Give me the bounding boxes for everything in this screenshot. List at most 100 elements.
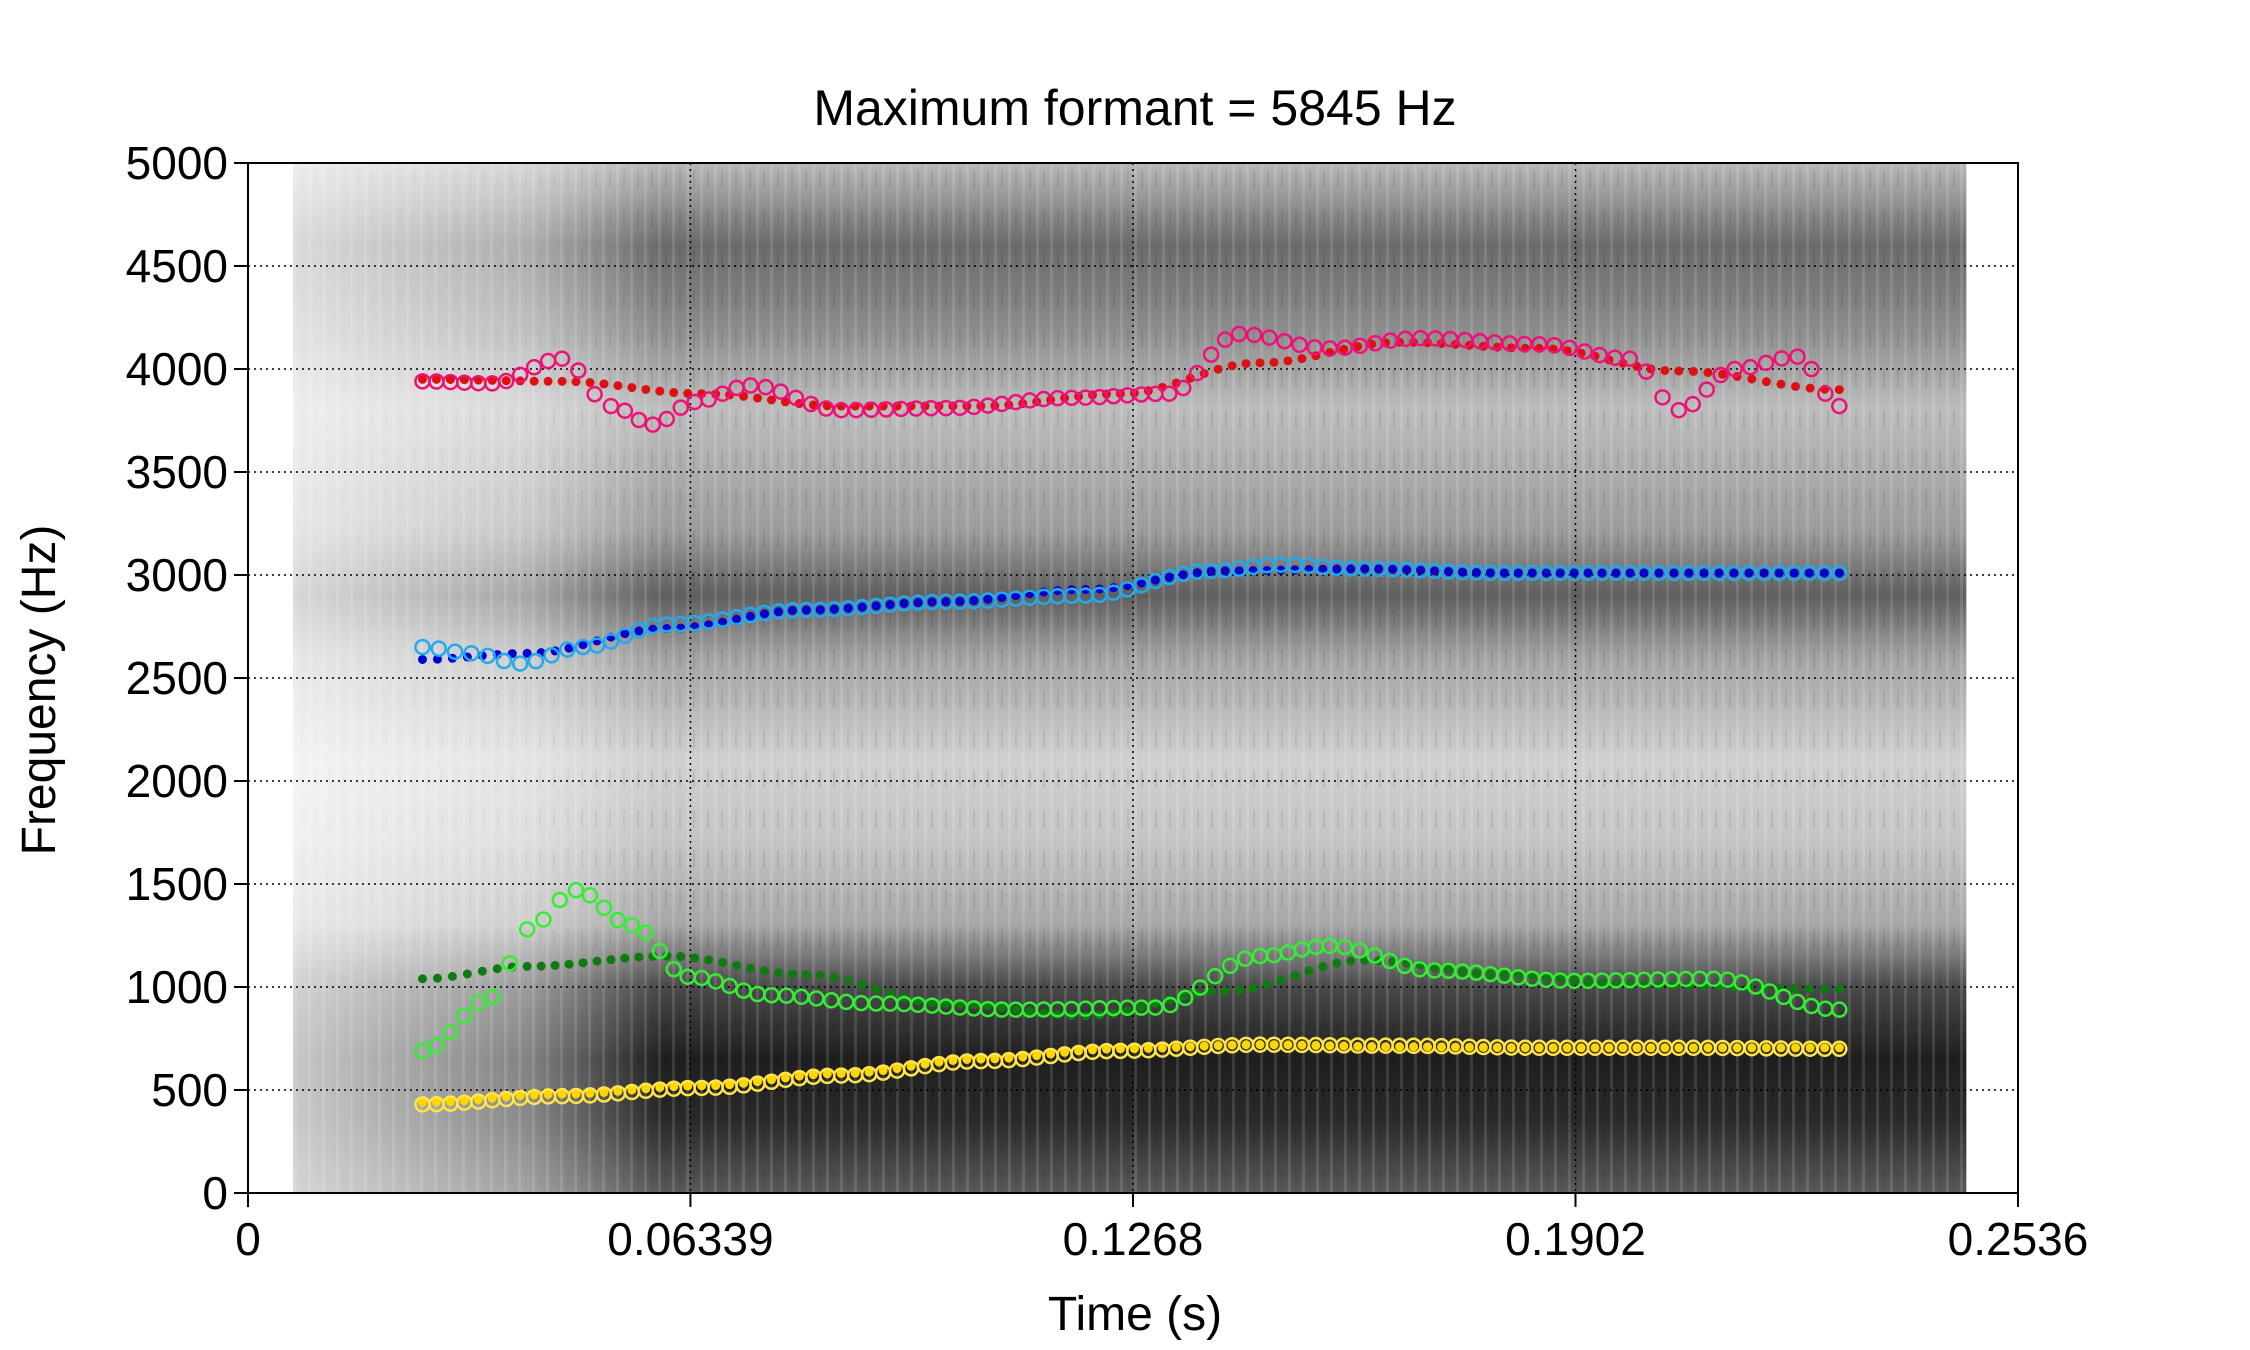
- formant-dot: [1703, 1043, 1713, 1053]
- formant-dot: [501, 1092, 511, 1102]
- formant-dot: [634, 626, 644, 636]
- formant-dot: [1381, 1042, 1391, 1052]
- y-tick-label: 3000: [126, 549, 228, 601]
- formant-dot: [829, 604, 839, 614]
- formant-dot: [1457, 567, 1467, 577]
- formant-dot: [1318, 564, 1328, 574]
- formant-circle: [428, 1037, 445, 1054]
- formant-circle: [1336, 339, 1354, 356]
- formant-dot: [1032, 1051, 1042, 1061]
- formant-dot: [1297, 354, 1307, 364]
- formant-series-7: [414, 325, 1848, 433]
- formant-circle: [1366, 335, 1384, 352]
- formant-dot: [1255, 358, 1265, 368]
- formant-dot: [417, 374, 427, 384]
- formant-dot: [431, 1097, 441, 1107]
- formant-circle: [721, 977, 738, 995]
- formant-dot: [1555, 973, 1565, 983]
- formant-circle: [714, 385, 731, 402]
- y-tick-label: 3500: [126, 446, 228, 498]
- formant-dot: [1492, 1043, 1502, 1053]
- chart-title: Maximum formant = 5845 Hz: [813, 80, 1456, 136]
- formant-dot: [1513, 970, 1523, 980]
- formant-circle: [1162, 996, 1179, 1014]
- formant-dot: [477, 966, 487, 976]
- formant-dot: [1774, 568, 1784, 578]
- formant-series-5: [414, 556, 1848, 672]
- formant-circle: [414, 1042, 431, 1060]
- formant-dot: [1388, 564, 1398, 574]
- formant-circle: [637, 924, 655, 941]
- formant-dot: [1129, 1044, 1139, 1054]
- formant-circle: [1276, 332, 1293, 350]
- formant-circle: [1396, 957, 1413, 975]
- formant-dot: [934, 1057, 944, 1067]
- formant-dot: [571, 1089, 581, 1099]
- formant-dot: [1747, 1043, 1757, 1053]
- formant-dot: [1046, 1049, 1056, 1059]
- formant-dot: [997, 1003, 1007, 1013]
- formant-dot: [1283, 1040, 1293, 1050]
- formant-circle: [595, 899, 613, 916]
- formant-dot: [462, 969, 472, 979]
- formant-dot: [1485, 969, 1495, 979]
- formant-circle: [442, 1024, 459, 1041]
- formant-dot: [1450, 1042, 1460, 1052]
- formant-dot: [1674, 366, 1684, 376]
- formant-circle: [609, 911, 627, 929]
- formant-circle: [463, 645, 480, 662]
- formant-circle: [1761, 983, 1778, 1000]
- formant-dot: [1164, 572, 1174, 582]
- formant-dot: [773, 968, 783, 978]
- formant-dot: [1611, 568, 1621, 578]
- formant-dot: [746, 611, 756, 621]
- formant-dot: [1747, 374, 1757, 384]
- y-tick-label: 4500: [126, 240, 228, 292]
- y-tick-label: 4000: [126, 343, 228, 395]
- formant-dot: [1834, 984, 1844, 994]
- formant-dot: [1534, 1043, 1544, 1053]
- formant-dot: [1625, 568, 1635, 578]
- formant-circle: [1176, 989, 1194, 1007]
- formant-dot: [1353, 341, 1363, 351]
- formant-circle: [511, 655, 529, 672]
- formant-dot: [1402, 565, 1412, 575]
- formant-dot: [1227, 361, 1237, 371]
- formant-circle: [430, 640, 448, 657]
- x-tick-label: 0.1268: [1063, 1213, 1204, 1265]
- formant-dot: [1776, 379, 1786, 389]
- y-tick-label: 2500: [126, 652, 228, 704]
- formant-dot: [1562, 1043, 1572, 1053]
- formant-circle: [414, 638, 431, 656]
- formant-circle: [1726, 360, 1743, 378]
- formant-dot: [780, 1073, 790, 1083]
- formant-dot: [571, 377, 581, 387]
- formant-dot: [592, 956, 602, 966]
- formant-circle: [802, 395, 820, 413]
- formant-dot: [1346, 564, 1356, 574]
- formant-dot: [857, 980, 867, 990]
- formant-dot: [1311, 1040, 1321, 1050]
- formant-dot: [1674, 1043, 1684, 1053]
- formant-circle: [757, 378, 774, 396]
- formant-dot: [417, 1097, 427, 1107]
- y-tick-label: 2000: [126, 755, 228, 807]
- formant-circle: [1712, 366, 1729, 384]
- formant-dot: [927, 998, 937, 1008]
- x-axis: 0 0.06339 0.1268 0.1902 0.2536: [235, 1193, 2088, 1265]
- formant-dot: [766, 1075, 776, 1085]
- formant-dot: [1576, 1043, 1586, 1053]
- formant-dot: [941, 597, 951, 607]
- formant-dot: [1499, 568, 1509, 578]
- formant-dot: [1339, 344, 1349, 354]
- formant-dot: [550, 960, 560, 970]
- formant-circle: [1336, 938, 1354, 956]
- formant-dot: [655, 1083, 665, 1093]
- formant-dot: [557, 1089, 567, 1099]
- formant-dot: [1590, 1043, 1600, 1053]
- formant-dot: [892, 1064, 902, 1074]
- formant-dot: [1269, 357, 1279, 367]
- formant-dot: [1283, 356, 1293, 366]
- formant-dot: [1395, 1042, 1405, 1052]
- y-axis-label: Frequency (Hz): [13, 525, 66, 856]
